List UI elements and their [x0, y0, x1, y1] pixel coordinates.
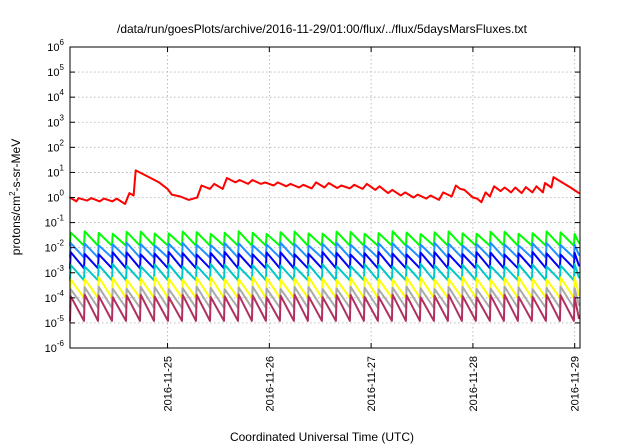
x-axis-title: Coordinated Universal Time (UTC) — [230, 430, 414, 444]
y-tick-label: 101 — [47, 163, 64, 179]
y-tick-label: 106 — [47, 38, 64, 54]
y-axis-title-pre: protons/cm — [9, 196, 23, 255]
y-tick-label: 10-6 — [45, 339, 65, 355]
y-tick-label: 103 — [47, 113, 64, 129]
y-tick-label: 10-5 — [45, 314, 65, 330]
y-tick-label: 10-2 — [45, 239, 65, 255]
flux-series-line — [69, 169, 580, 205]
sawtooth-series-line — [69, 263, 580, 282]
y-axis-title-sup: 2 — [8, 191, 17, 196]
sawtooth-series-line — [69, 251, 580, 270]
sawtooth-series-line — [69, 230, 580, 247]
series-layer — [69, 169, 580, 322]
y-axis-title-post: -s-sr-MeV — [9, 139, 23, 192]
y-tick-label: 10-4 — [45, 289, 65, 305]
y-tick-label: 100 — [47, 189, 64, 205]
y-tick-label: 10-3 — [45, 264, 65, 280]
x-axis: 2016-11-25 2016-11-26 2016-11-27 2016-11-28… — [163, 47, 582, 411]
y-tick-label: 102 — [47, 138, 64, 154]
chart-title: /data/run/goesPlots/archive/2016-11-29/0… — [117, 22, 528, 36]
x-tick-label: 2016-11-27 — [366, 356, 378, 411]
x-tick-label: 2016-11-28 — [468, 356, 480, 411]
y-tick-label: 104 — [47, 88, 64, 104]
sawtooth-series-line — [69, 293, 580, 322]
x-tick-label: 2016-11-29 — [570, 356, 582, 411]
x-tick-label: 2016-11-26 — [264, 356, 276, 411]
y-tick-label: 10-1 — [45, 214, 65, 230]
y-axis: 10-6 10-5 10-4 10-3 10-2 10-1 100 101 102 103 104 1… — [45, 38, 580, 355]
y-tick-label: 105 — [47, 63, 64, 79]
y-axis-title: protons/cm2-s-sr-MeV — [8, 139, 23, 255]
x-tick-label: 2016-11-25 — [163, 356, 175, 411]
